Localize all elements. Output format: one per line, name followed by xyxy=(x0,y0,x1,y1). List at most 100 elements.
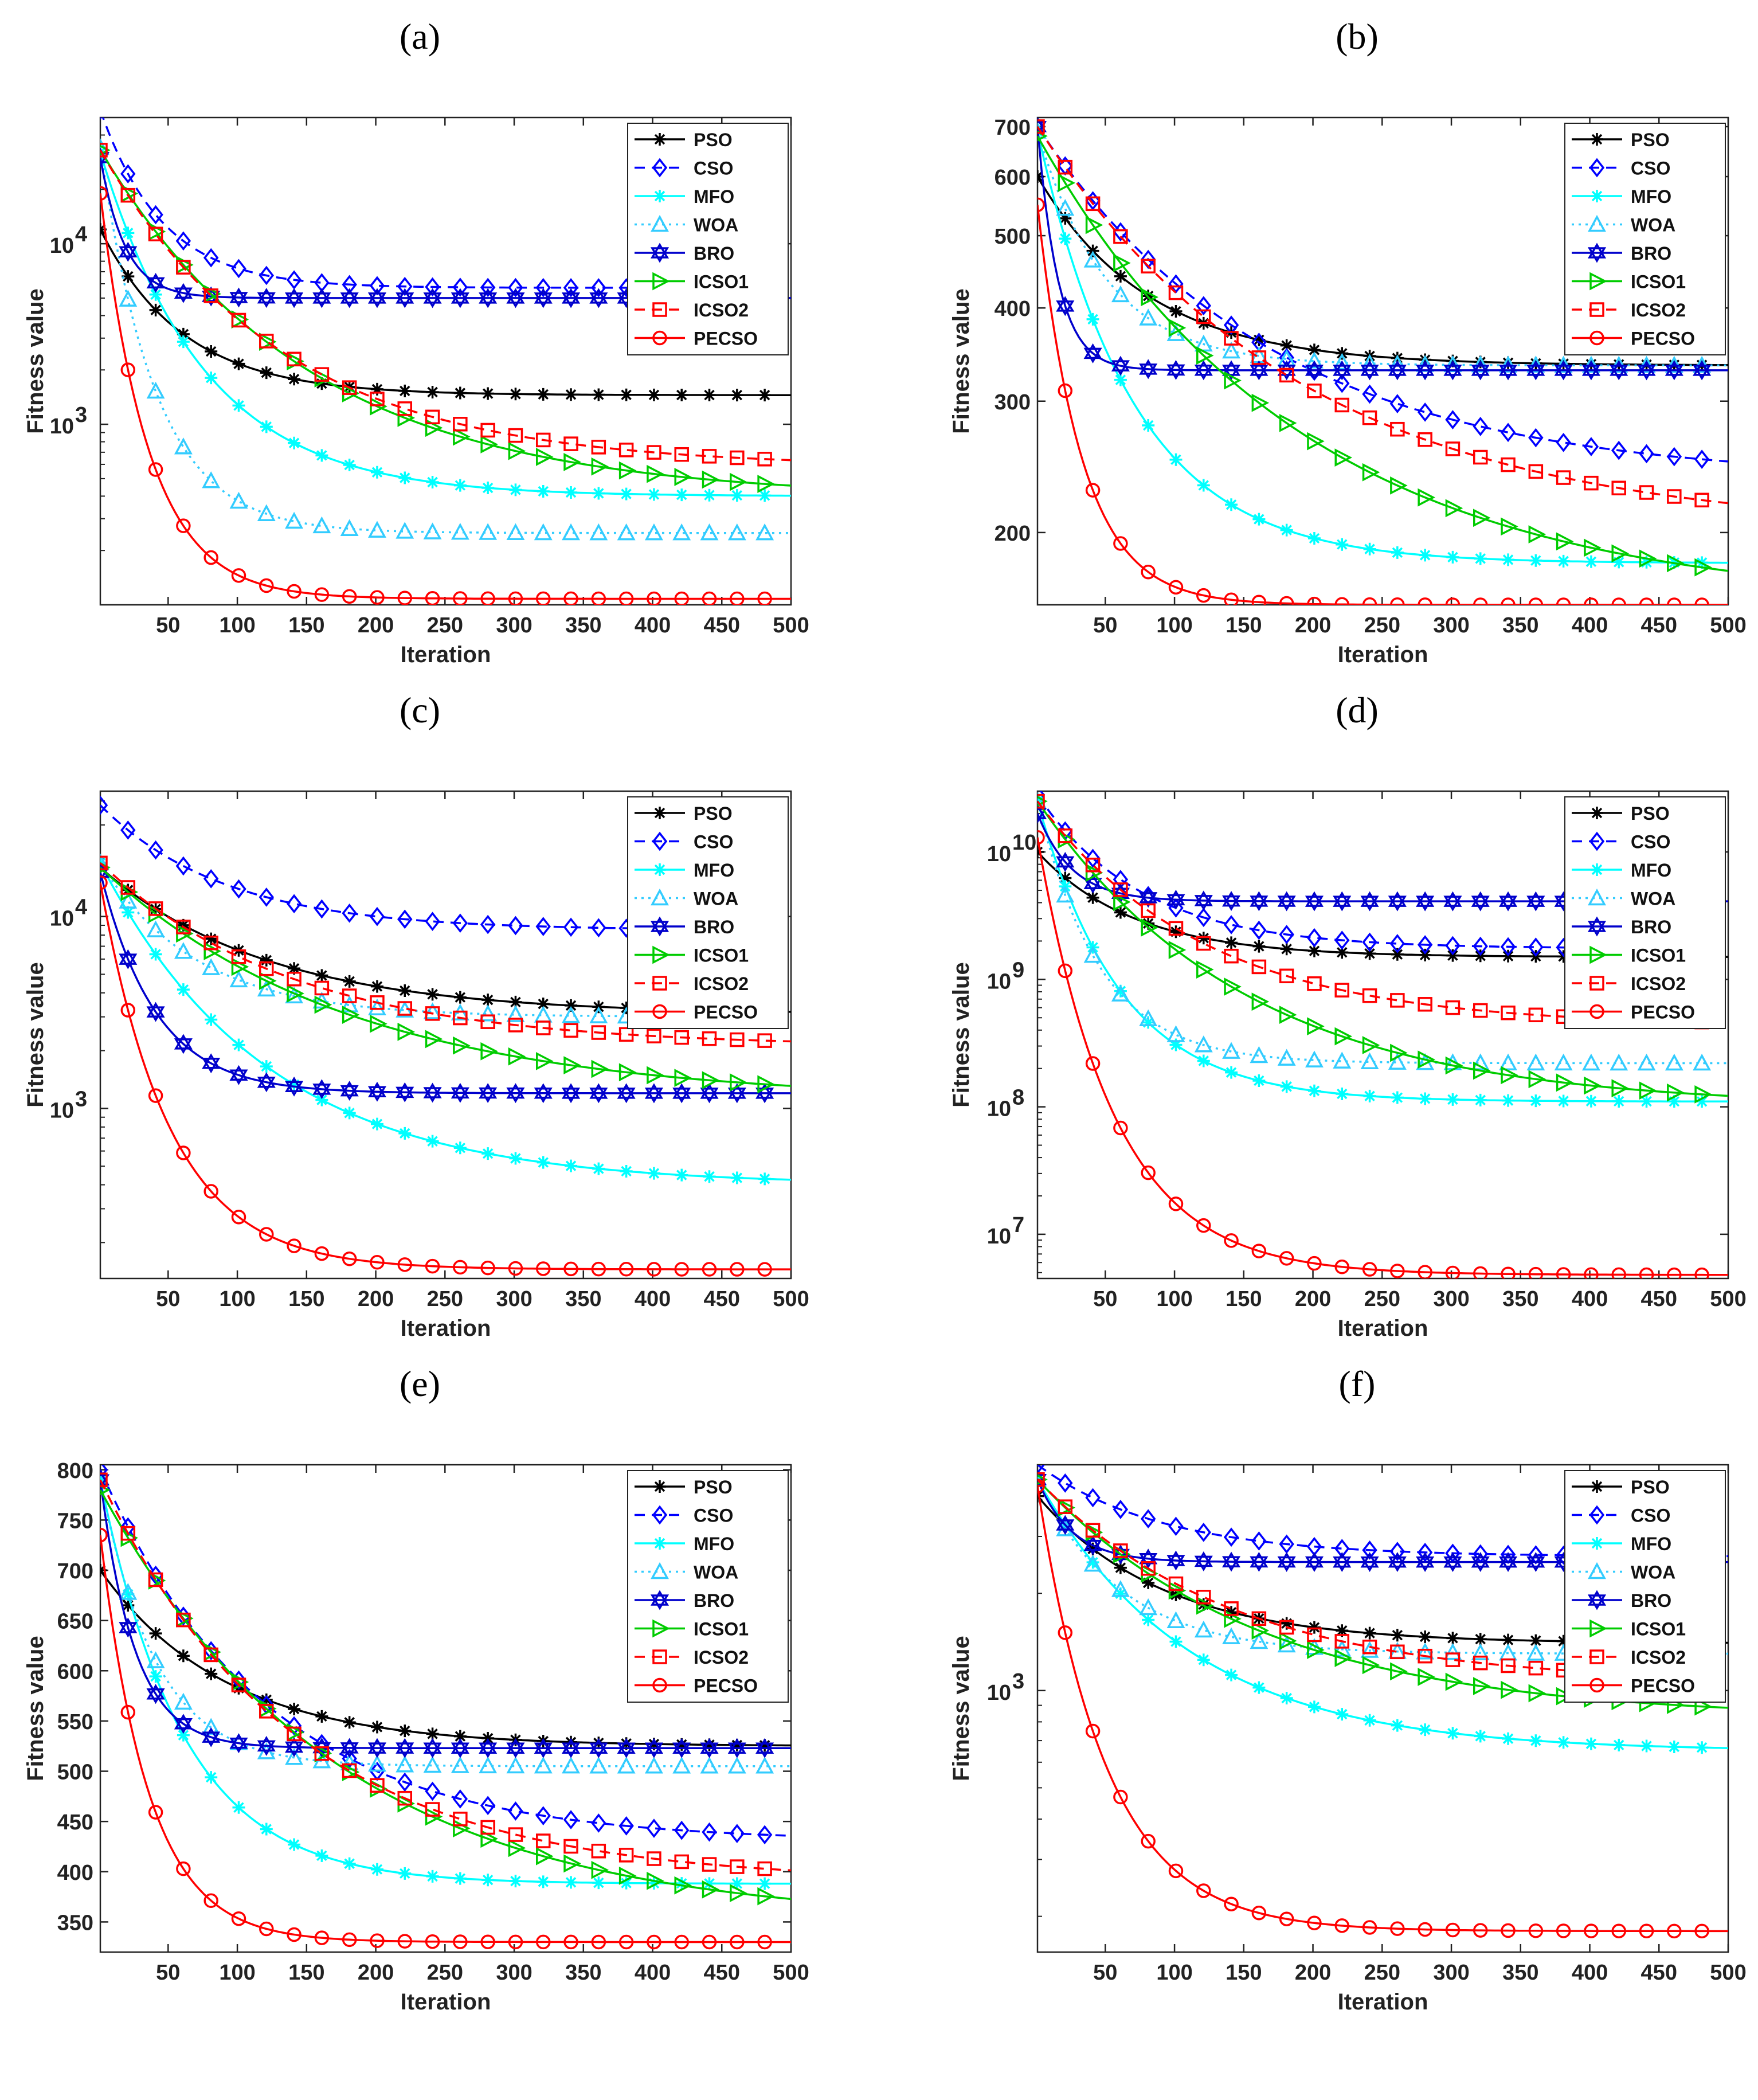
marker-PECSO xyxy=(1611,597,1626,605)
marker-WOA xyxy=(174,437,193,455)
legend-marker-BRO xyxy=(650,1590,669,1610)
series-ICSO2 xyxy=(100,143,791,467)
marker-BRO xyxy=(1305,1552,1324,1572)
marker-BRO xyxy=(312,1079,331,1100)
marker-ICSO1 xyxy=(314,995,332,1014)
x-axis-label: Iteration xyxy=(1338,1316,1428,1341)
x-tick-label: 350 xyxy=(1502,1961,1538,1985)
marker-ICSO1 xyxy=(757,475,775,493)
legend-label-BRO: BRO xyxy=(694,917,734,937)
marker-MFO xyxy=(1197,1054,1210,1067)
marker-PECSO xyxy=(120,1704,136,1720)
marker-PECSO xyxy=(1085,1723,1101,1739)
x-tick-label: 250 xyxy=(1364,1287,1400,1311)
marker-MFO xyxy=(177,1729,190,1742)
marker-WOA xyxy=(368,521,386,538)
marker-BRO xyxy=(146,1684,165,1704)
marker-WOA xyxy=(589,523,608,541)
marker-CSO xyxy=(100,118,102,120)
marker-BRO xyxy=(1665,360,1683,381)
marker-PECSO xyxy=(1141,1165,1156,1180)
marker-PSO xyxy=(1363,947,1376,960)
x-tick-label: 200 xyxy=(358,1287,394,1311)
marker-BRO xyxy=(1194,360,1213,381)
marker-CSO xyxy=(535,1806,551,1825)
marker-ICSO2 xyxy=(1334,983,1350,998)
marker-ICSO2 xyxy=(1501,457,1516,472)
marker-ICSO1 xyxy=(1445,1056,1463,1075)
marker-MFO xyxy=(1280,1692,1293,1705)
legend-label-PSO: PSO xyxy=(694,803,733,824)
marker-WOA xyxy=(257,504,276,521)
marker-WOA xyxy=(1166,1025,1185,1042)
marker-MFO xyxy=(315,449,328,462)
marker-PECSO xyxy=(702,1934,717,1950)
marker-PECSO xyxy=(259,1227,274,1242)
marker-WOA xyxy=(1250,1046,1268,1063)
marker-PECSO xyxy=(453,1934,468,1949)
y-tick-label: 350 xyxy=(57,1911,93,1935)
marker-PECSO xyxy=(100,1527,108,1543)
marker-PECSO xyxy=(231,568,246,583)
marker-PECSO xyxy=(1501,1266,1516,1278)
marker-BRO xyxy=(1637,360,1656,381)
marker-MFO xyxy=(647,1876,660,1890)
marker-BRO xyxy=(202,1053,221,1074)
marker-MFO xyxy=(1612,1738,1626,1751)
marker-WOA xyxy=(1083,1554,1102,1572)
legend-label-PECSO: PECSO xyxy=(694,1676,758,1696)
marker-ICSO1 xyxy=(1224,977,1242,996)
marker-BRO xyxy=(100,1469,110,1490)
marker-ICSO2 xyxy=(1279,968,1294,984)
marker-PSO xyxy=(675,388,688,401)
marker-ICSO1 xyxy=(1251,393,1270,412)
marker-ICSO1 xyxy=(1445,1672,1463,1691)
marker-PSO xyxy=(620,388,633,401)
marker-WOA xyxy=(672,523,691,541)
marker-ICSO1 xyxy=(1418,488,1435,507)
marker-PECSO xyxy=(1279,596,1294,605)
marker-PSO xyxy=(592,388,605,401)
legend: PSO CSO MFO WOA BRO ICSO1 ICSO2 PECSO xyxy=(627,796,789,1029)
marker-WOA xyxy=(1056,198,1075,216)
marker-ICSO1 xyxy=(535,448,554,466)
x-tick-label: 300 xyxy=(1433,613,1469,638)
marker-PSO xyxy=(398,384,412,397)
marker-PSO xyxy=(1307,1621,1321,1634)
marker-ICSO2 xyxy=(1473,449,1488,465)
legend-marker-ICSO1 xyxy=(652,945,670,964)
marker-WOA xyxy=(1499,1053,1517,1071)
marker-ICSO1 xyxy=(702,1880,720,1899)
marker-PECSO xyxy=(100,875,108,890)
marker-PSO xyxy=(1142,1576,1155,1589)
marker-CSO xyxy=(342,903,357,923)
marker-MFO xyxy=(592,1876,605,1890)
marker-BRO xyxy=(534,1738,553,1758)
marker-MFO xyxy=(509,1875,522,1888)
marker-BRO xyxy=(561,1738,581,1758)
marker-PECSO xyxy=(674,1262,689,1277)
marker-MFO xyxy=(177,983,190,996)
marker-ICSO2 xyxy=(1528,1660,1544,1676)
series-MFO xyxy=(100,857,791,1186)
marker-WOA xyxy=(1139,308,1158,326)
marker-ICSO2 xyxy=(1224,948,1239,964)
marker-BRO xyxy=(1416,1552,1435,1573)
marker-CSO xyxy=(1639,444,1654,464)
marker-ICSO2 xyxy=(259,961,274,976)
marker-PSO xyxy=(1391,1629,1404,1642)
marker-MFO xyxy=(537,484,550,498)
marker-CSO xyxy=(100,795,108,815)
marker-CSO xyxy=(1556,432,1571,452)
marker-CSO xyxy=(203,248,219,268)
marker-MFO xyxy=(1419,1723,1432,1737)
marker-WOA xyxy=(1222,1042,1241,1059)
marker-WOA xyxy=(506,1756,525,1774)
marker-PECSO xyxy=(1307,596,1322,605)
marker-PSO xyxy=(260,366,273,380)
marker-MFO xyxy=(1557,1736,1570,1749)
x-tick-label: 500 xyxy=(773,1287,809,1311)
marker-ICSO2 xyxy=(1196,936,1211,951)
marker-CSO xyxy=(231,879,246,899)
marker-CSO xyxy=(259,887,275,907)
